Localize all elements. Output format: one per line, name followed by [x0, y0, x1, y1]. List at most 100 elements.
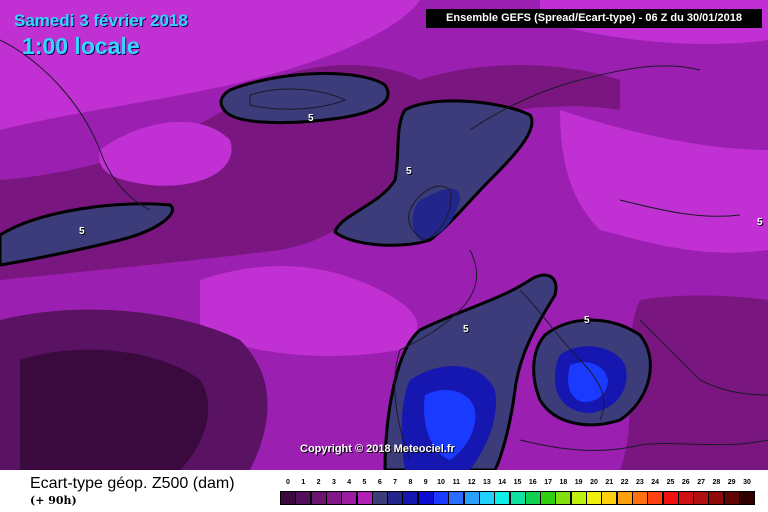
model-run-header: Ensemble GEFS (Spread/Ecart-type) - 06 Z…: [426, 9, 762, 28]
contour-label: 5: [463, 324, 469, 335]
contour-label: 5: [584, 315, 590, 326]
scale-swatch: [616, 491, 633, 505]
scale-swatch: [341, 491, 358, 505]
contour-core-italy-inner: [568, 362, 608, 403]
coast-italy: [519, 289, 605, 421]
scale-swatch: [371, 491, 388, 505]
coast-iberia-west: [394, 349, 411, 461]
scale-tick-label: 10: [437, 479, 445, 486]
spread-area-high-north: [0, 0, 420, 130]
scale-swatch: [586, 491, 602, 505]
scale-swatch: [739, 491, 755, 505]
scale-tick-label: 30: [743, 479, 751, 486]
scale-swatch: [509, 491, 526, 505]
scale-swatch: [356, 491, 373, 505]
scale-swatch: [524, 491, 541, 505]
coast-north-africa: [519, 439, 768, 451]
scale-swatch: [662, 491, 679, 505]
scale-tick-label: 14: [498, 479, 507, 486]
forecast-date: Samedi 3 février 2018: [14, 11, 188, 30]
scale-swatch: [677, 491, 694, 505]
scale-swatch: [631, 491, 648, 505]
contour-core-northsea: [412, 188, 460, 240]
scale-tick-label: 4: [347, 479, 352, 486]
scale-swatch: [463, 491, 480, 505]
scale-tick-label: 9: [423, 479, 428, 486]
spread-area-europe-north: [560, 110, 768, 253]
contour-region-northsea: [333, 99, 534, 247]
spread-area-southwest-core: [20, 349, 209, 470]
scale-tick-label: 24: [651, 479, 660, 486]
copyright-text: Copyright © 2018 Meteociel.fr: [300, 443, 455, 455]
contour-label: 5: [757, 217, 763, 228]
scale-swatch: [325, 491, 342, 505]
coast-baltic: [619, 199, 741, 217]
contour-core-iberia-inner: [424, 390, 476, 460]
scale-swatch: [708, 491, 725, 505]
scale-tick-label: 7: [393, 479, 398, 486]
coast-balkans: [639, 319, 768, 396]
legend-title: Ecart-type géop. Z500 (dam): [30, 475, 235, 492]
legend-lead-time: (+ 90h): [30, 494, 77, 507]
scale-tick-label: 20: [590, 479, 598, 486]
scale-swatch: [433, 491, 449, 505]
scale-tick-label: 29: [727, 479, 736, 486]
scale-swatch: [540, 491, 557, 505]
scale-tick-label: 2: [316, 479, 321, 486]
scale-tick-label: 0: [286, 479, 290, 486]
scale-tick-label: 3: [331, 479, 336, 486]
scale-swatch: [601, 491, 618, 505]
scale-swatch: [387, 491, 404, 505]
spread-area-greenland-south: [99, 121, 232, 186]
scale-tick-label: 16: [528, 479, 537, 486]
scale-swatch: [402, 491, 419, 505]
contour-region-west-atlantic: [0, 202, 174, 267]
scale-swatch: [448, 491, 465, 505]
coastlines: [0, 39, 768, 461]
scale-tick-label: 17: [544, 479, 552, 486]
scale-swatch: [280, 491, 296, 505]
scale-swatch: [647, 491, 664, 505]
scale-swatch: [693, 491, 710, 505]
coast-britain: [408, 185, 452, 241]
contour-label: 5: [406, 166, 412, 177]
scale-tick-label: 23: [635, 479, 644, 486]
scale-swatch: [570, 491, 587, 505]
scale-swatch: [478, 491, 495, 505]
scale-tick-label: 27: [697, 479, 705, 486]
scale-tick-label: 13: [482, 479, 491, 486]
map-canvas: [0, 0, 768, 470]
scale-swatch: [295, 491, 312, 505]
scale-tick-label: 21: [605, 479, 614, 486]
contour-label: 5: [308, 113, 314, 124]
scale-swatch: [310, 491, 327, 505]
scale-tick-label: 11: [452, 479, 460, 486]
scale-swatch: [555, 491, 572, 505]
scale-tick-label: 12: [467, 479, 476, 486]
color-scale: 0 1 2 3 4 5 6 7 8 9 10 11 12 13 14 15 16 17 18 19 20 21 22 23 24…: [280, 479, 755, 509]
scale-tick-label: 28: [712, 479, 721, 486]
scale-tick-label: 18: [559, 479, 568, 486]
scale-tick-label: 1: [301, 479, 306, 486]
scale-tick-label: 19: [574, 479, 583, 486]
scale-tick-label: 8: [408, 479, 413, 486]
spread-map: Samedi 3 février 2018 1:00 locale Ensemb…: [0, 0, 768, 470]
contour-region-iceland: [219, 72, 390, 125]
spread-area-midatlantic: [200, 266, 418, 356]
coast-norway: [469, 65, 701, 131]
scale-tick-label: 26: [681, 479, 690, 486]
coast-france: [399, 249, 478, 351]
forecast-local-time: 1:00 locale: [22, 33, 140, 59]
scale-tick-label: 15: [513, 479, 522, 486]
spread-area-east: [620, 295, 768, 470]
scale-tick-label: 25: [666, 479, 675, 486]
contour-label: 5: [79, 226, 85, 237]
scale-tick-label: 22: [620, 479, 629, 486]
scale-tick-label: 6: [377, 479, 382, 486]
scale-swatch: [723, 491, 740, 505]
scale-tick-label: 5: [362, 479, 367, 486]
coast-greenland: [0, 39, 151, 211]
scale-swatch: [494, 491, 511, 505]
scale-swatch: [417, 491, 434, 505]
coast-iceland: [249, 88, 347, 110]
